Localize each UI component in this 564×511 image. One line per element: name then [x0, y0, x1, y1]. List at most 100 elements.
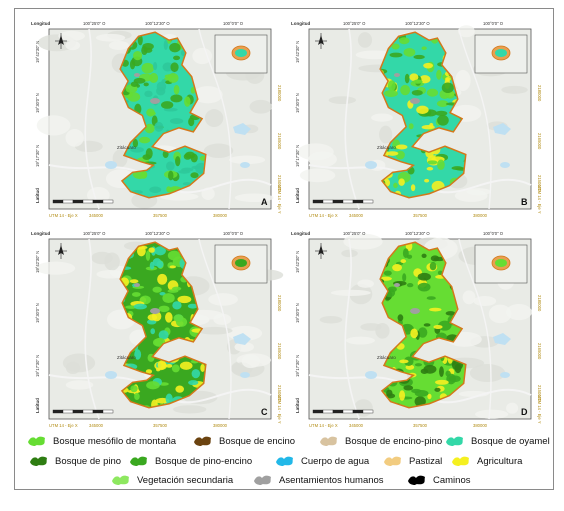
right-tick-label: 2150000 [277, 175, 282, 192]
top-tick-label: 100°12'30" O [405, 231, 430, 236]
map-panel-b-svg: Zitácuaro B Longitud 100°25'0" O 100°12'30" … [291, 21, 542, 218]
bottom-tick-label: 345000 [89, 423, 104, 428]
legend-item: Cuerpo de agua [275, 455, 369, 467]
inset-land-cover [495, 49, 507, 57]
legend-item: Bosque de pino-encino [129, 455, 252, 467]
right-tick-label: 2180000 [537, 295, 542, 312]
right-tick-label: 2165000 [277, 133, 282, 150]
left-tick-label: 19°17'30" N [295, 355, 300, 377]
lake-shape [240, 162, 250, 168]
legend-swatch [193, 435, 213, 447]
terrain-patch [65, 129, 84, 147]
left-tick-label: 19°30'0" N [35, 303, 40, 323]
legend-label: Bosque de encino-pino [345, 435, 443, 447]
legend-label: Bosque mesófilo de montaña [53, 435, 177, 447]
terrain-patch [345, 336, 375, 345]
bottom-tick-label: 357500 [153, 423, 168, 428]
inset-land-cover [235, 259, 247, 267]
scale-bar-segment [92, 409, 104, 414]
scale-bar-segment [322, 409, 334, 414]
lake-shape [500, 372, 510, 378]
legend-label: Vegetación secundaria [137, 474, 234, 486]
scale-bar-segment [352, 199, 364, 204]
inset-land-cover [495, 259, 507, 267]
legend-label: Cuerpo de agua [301, 455, 370, 467]
bottom-tick-label: 380000 [213, 423, 228, 428]
terrain-patch [91, 251, 113, 265]
bottom-utm-label: UTM 14 - Eje X [309, 213, 338, 218]
axis-corner-label: Latitud [35, 398, 40, 413]
terrain-patch [488, 304, 512, 324]
terrain-patch [196, 326, 233, 335]
scale-bar-segment [102, 409, 114, 414]
axis-corner-label: Latitud [295, 398, 300, 413]
right-utm-label: UTM 14 - Eje Y [277, 395, 282, 424]
legend-item: Pastizal [383, 455, 442, 467]
top-tick-label: 100°25'0" O [83, 21, 106, 26]
left-tick-label: 19°17'30" N [35, 355, 40, 377]
bottom-tick-label: 380000 [473, 213, 488, 218]
right-tick-label: 2165000 [537, 343, 542, 360]
scale-bar-segment [72, 199, 84, 204]
legend-item: Bosque mesófilo de montaña [27, 435, 176, 447]
scale-bar-segment [72, 409, 84, 414]
terrain-patch [357, 279, 374, 288]
map-panel-a: Zitácuaro A Longitud 100°25'0" O 100°12'30" … [29, 15, 285, 221]
scale-bar-segment [342, 199, 354, 204]
left-tick-label: 19°42'30" N [35, 251, 40, 273]
terrain-patch [249, 99, 273, 114]
legend-item: Bosque de encino [193, 435, 295, 447]
right-tick-label: 2150000 [537, 175, 542, 192]
bottom-utm-label: UTM 14 - Eje X [49, 213, 78, 218]
inset-land-cover [235, 49, 247, 57]
panel-letter: B [521, 197, 528, 207]
axis-corner-label: Longitud [31, 231, 50, 236]
terrain-patch [466, 188, 491, 196]
left-tick-label: 19°17'30" N [35, 145, 40, 167]
left-tick-label: 19°30'0" N [35, 93, 40, 113]
scale-bar-segment [322, 199, 334, 204]
legend-swatch [129, 455, 149, 467]
map-figure: Zitácuaro A Longitud 100°25'0" O 100°12'30" … [14, 8, 554, 490]
legend-label: Caminos [433, 474, 471, 486]
axis-corner-label: Latitud [35, 188, 40, 203]
left-tick-label: 19°30'0" N [295, 93, 300, 113]
bottom-tick-label: 380000 [473, 423, 488, 428]
road-line [458, 238, 492, 420]
terrain-patch [506, 402, 519, 414]
bottom-tick-label: 357500 [413, 213, 428, 218]
legend-label: Pastizal [409, 455, 443, 467]
legend-item: Asentamientos humanos [253, 474, 384, 486]
left-tick-label: 19°42'30" N [295, 41, 300, 63]
right-utm-label: UTM 14 - Eje Y [277, 185, 282, 214]
terrain-patch [330, 289, 371, 296]
road-line [344, 238, 360, 420]
map-panel-b: Zitácuaro B Longitud 100°25'0" O 100°12'30" … [289, 15, 545, 221]
terrain-patch [297, 143, 334, 161]
panel-letter: A [261, 197, 268, 207]
road-line [344, 28, 360, 210]
lake-shape [365, 371, 377, 379]
legend-label: Bosque de pino-encino [155, 455, 253, 467]
axis-corner-label: Longitud [31, 21, 50, 26]
axis-corner-label: Latitud [295, 188, 300, 203]
city-label: Zitácuaro [117, 355, 136, 360]
bottom-tick-label: 345000 [89, 213, 104, 218]
lake-shape [240, 372, 250, 378]
terrain-patch [65, 40, 81, 51]
scale-bar-segment [362, 199, 374, 204]
legend-swatch [29, 455, 49, 467]
scale-bar-segment [52, 409, 64, 414]
top-tick-label: 100°12'30" O [405, 21, 430, 26]
scale-bar-segment [332, 409, 344, 414]
right-tick-label: 2180000 [537, 85, 542, 102]
scale-bar-segment [332, 199, 344, 204]
terrain-patch [371, 113, 393, 122]
legend-swatch [111, 474, 131, 486]
legend-swatch [407, 474, 427, 486]
terrain-patch [108, 40, 130, 50]
terrain-patch [455, 69, 471, 92]
map-panel-d: Zitácuaro D Longitud 100°25'0" O 100°12'30" … [289, 225, 545, 431]
lake-shape [105, 161, 117, 169]
legend-label: Agricultura [477, 455, 523, 467]
